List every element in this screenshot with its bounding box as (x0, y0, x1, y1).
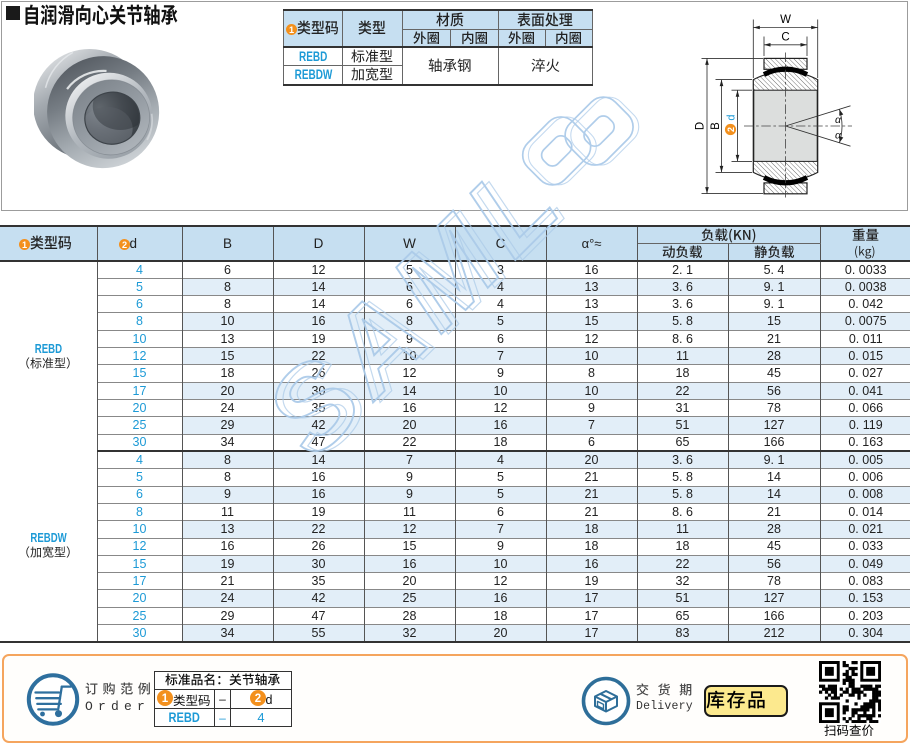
svg-text:2: 2 (726, 127, 736, 132)
svg-text:C: C (781, 32, 789, 44)
svg-text:d: d (725, 114, 737, 120)
svg-text:W: W (780, 14, 791, 26)
svg-text:1: 1 (22, 239, 27, 249)
svg-text:1: 1 (289, 24, 294, 34)
svg-text:1: 1 (162, 693, 169, 705)
svg-text:B: B (710, 122, 722, 130)
svg-text:2: 2 (121, 239, 126, 249)
svg-text:2: 2 (254, 693, 260, 705)
svg-text:α: α (835, 130, 842, 142)
svg-text:D: D (695, 122, 707, 130)
svg-text:α: α (835, 114, 842, 126)
